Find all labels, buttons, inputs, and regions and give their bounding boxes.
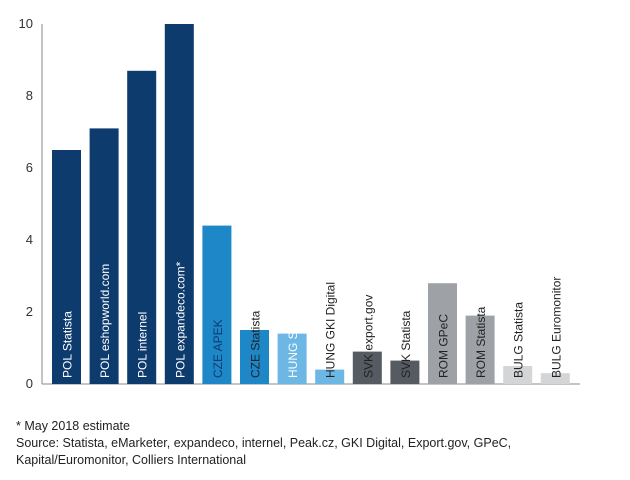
bar — [202, 225, 232, 384]
source-line-1: Source: Statista, eMarketer, expandeco, … — [16, 436, 512, 450]
bar-label: SVK export.gov — [361, 295, 375, 378]
bar — [315, 369, 345, 384]
bar-label: ROM Statista — [474, 306, 488, 378]
bar — [127, 70, 157, 385]
source-line-2: Kapital/Euromonitor, Colliers Internatio… — [16, 453, 246, 467]
bar-label: POL expandeco.com* — [173, 261, 187, 378]
bar-label-group: POL Statista POL eshopworld.com POL intern… — [61, 261, 564, 378]
bar — [52, 150, 81, 384]
y-tick-label: 6 — [26, 160, 33, 175]
bar — [390, 360, 420, 384]
bar-label: BULG Euromonitor — [549, 277, 563, 378]
bar — [540, 373, 570, 384]
y-tick-label: 8 — [26, 88, 33, 103]
footnotes: * May 2018 estimate Source: Statista, eM… — [16, 418, 616, 469]
bar-label: POL internel — [136, 312, 150, 378]
y-tick-label: 0 — [26, 376, 33, 391]
bar-label: BULG Statista — [512, 302, 526, 378]
bar-label: CZE APEK — [211, 319, 225, 378]
bar — [164, 24, 194, 384]
y-tick-label: 4 — [26, 232, 33, 247]
bar — [503, 366, 533, 384]
bar-label: CZE Statista — [249, 310, 263, 378]
bar — [89, 128, 119, 384]
bar — [352, 351, 382, 384]
bar-label: SVK Statista — [399, 310, 413, 378]
bar — [240, 330, 269, 384]
y-tick-group: 0 2 4 6 8 10 — [19, 16, 33, 391]
bar-label: POL eshopworld.com — [98, 264, 112, 378]
bar — [277, 333, 307, 384]
bar-label: HUNG GKI Digital — [324, 282, 338, 378]
estimate-note: * May 2018 estimate — [16, 419, 130, 433]
y-tick-label: 2 — [26, 304, 33, 319]
bar-label: POL Statista — [61, 311, 75, 378]
bar — [465, 315, 495, 384]
bar-label: HUNG Statista — [286, 299, 300, 378]
bar-label: ROM GPeC — [437, 314, 451, 378]
bar — [428, 283, 457, 384]
y-tick-label: 10 — [19, 16, 33, 31]
bar-group — [52, 24, 570, 385]
